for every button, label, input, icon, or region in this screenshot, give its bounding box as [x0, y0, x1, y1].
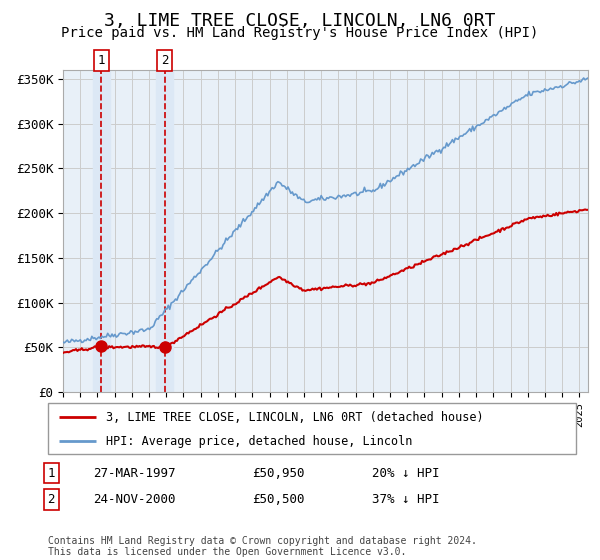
Text: 37% ↓ HPI: 37% ↓ HPI	[372, 493, 439, 506]
Text: 27-MAR-1997: 27-MAR-1997	[93, 466, 176, 480]
Text: £50,950: £50,950	[252, 466, 305, 480]
Text: 24-NOV-2000: 24-NOV-2000	[93, 493, 176, 506]
Text: Price paid vs. HM Land Registry's House Price Index (HPI): Price paid vs. HM Land Registry's House …	[61, 26, 539, 40]
Text: 20% ↓ HPI: 20% ↓ HPI	[372, 466, 439, 480]
Text: 2: 2	[161, 54, 169, 67]
Text: 2: 2	[47, 493, 55, 506]
Text: 3, LIME TREE CLOSE, LINCOLN, LN6 0RT (detached house): 3, LIME TREE CLOSE, LINCOLN, LN6 0RT (de…	[106, 411, 484, 424]
Bar	[93, 70, 110, 392]
Text: Contains HM Land Registry data © Crown copyright and database right 2024.
This d: Contains HM Land Registry data © Crown c…	[48, 535, 477, 557]
FancyBboxPatch shape	[48, 403, 576, 454]
Bar	[156, 70, 173, 392]
Text: 1: 1	[98, 54, 105, 67]
Text: 1: 1	[47, 466, 55, 480]
Text: £50,500: £50,500	[252, 493, 305, 506]
Text: HPI: Average price, detached house, Lincoln: HPI: Average price, detached house, Linc…	[106, 435, 412, 447]
Text: 3, LIME TREE CLOSE, LINCOLN, LN6 0RT: 3, LIME TREE CLOSE, LINCOLN, LN6 0RT	[104, 12, 496, 30]
